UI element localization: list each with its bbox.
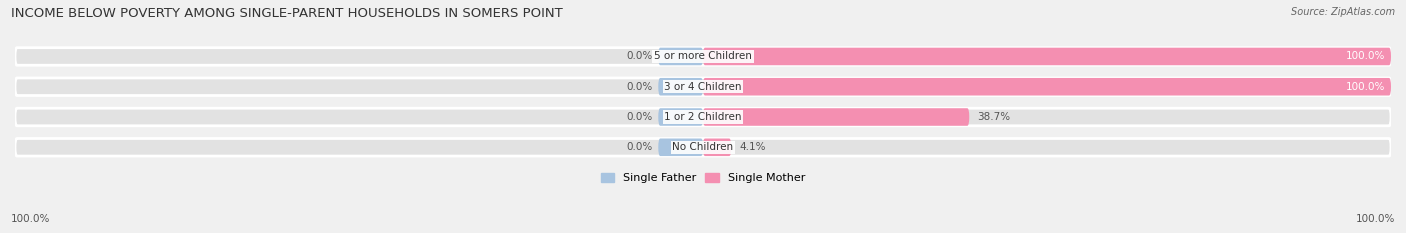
FancyBboxPatch shape <box>15 48 1391 65</box>
FancyBboxPatch shape <box>658 108 703 126</box>
Text: 0.0%: 0.0% <box>627 82 652 92</box>
FancyBboxPatch shape <box>15 108 1391 126</box>
Text: INCOME BELOW POVERTY AMONG SINGLE-PARENT HOUSEHOLDS IN SOMERS POINT: INCOME BELOW POVERTY AMONG SINGLE-PARENT… <box>11 7 562 20</box>
Text: Source: ZipAtlas.com: Source: ZipAtlas.com <box>1291 7 1395 17</box>
Legend: Single Father, Single Mother: Single Father, Single Mother <box>596 168 810 188</box>
Text: 100.0%: 100.0% <box>1346 51 1385 62</box>
Text: No Children: No Children <box>672 142 734 152</box>
Text: 1 or 2 Children: 1 or 2 Children <box>664 112 742 122</box>
Text: 3 or 4 Children: 3 or 4 Children <box>664 82 742 92</box>
FancyBboxPatch shape <box>658 138 703 156</box>
Text: 100.0%: 100.0% <box>1355 214 1395 224</box>
FancyBboxPatch shape <box>658 78 703 96</box>
Text: 100.0%: 100.0% <box>1346 82 1385 92</box>
FancyBboxPatch shape <box>15 78 1391 96</box>
Text: 5 or more Children: 5 or more Children <box>654 51 752 62</box>
Text: 0.0%: 0.0% <box>627 51 652 62</box>
Text: 0.0%: 0.0% <box>627 112 652 122</box>
FancyBboxPatch shape <box>703 108 969 126</box>
FancyBboxPatch shape <box>703 78 1391 96</box>
FancyBboxPatch shape <box>15 138 1391 156</box>
Text: 0.0%: 0.0% <box>627 142 652 152</box>
Text: 38.7%: 38.7% <box>977 112 1011 122</box>
Text: 100.0%: 100.0% <box>11 214 51 224</box>
FancyBboxPatch shape <box>658 48 703 65</box>
FancyBboxPatch shape <box>703 48 1391 65</box>
Text: 4.1%: 4.1% <box>740 142 766 152</box>
FancyBboxPatch shape <box>703 138 731 156</box>
